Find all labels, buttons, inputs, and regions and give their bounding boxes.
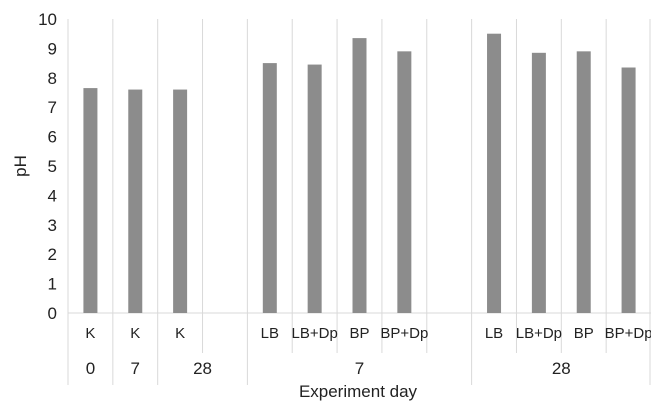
- y-tick-label: 9: [48, 39, 57, 58]
- y-tick-label: 1: [48, 275, 57, 294]
- group-label: 7: [355, 359, 364, 378]
- bar: [307, 64, 322, 313]
- group-label: 7: [131, 359, 140, 378]
- y-tick-label: 7: [48, 98, 57, 117]
- category-label: LB+Dp: [292, 325, 338, 342]
- bar: [531, 52, 546, 314]
- y-tick-label: 2: [48, 245, 57, 264]
- bar: [576, 51, 591, 314]
- bar: [621, 67, 636, 313]
- category-label: K: [175, 325, 185, 342]
- bar: [128, 89, 143, 313]
- group-label: 28: [552, 359, 571, 378]
- y-tick-label: 3: [48, 216, 57, 235]
- y-tick-label: 0: [48, 304, 57, 323]
- category-label: K: [85, 325, 95, 342]
- category-label: LB: [485, 325, 503, 342]
- y-tick-label: 5: [48, 157, 57, 176]
- y-tick-label: 10: [38, 10, 57, 29]
- y-tick-label: 6: [48, 128, 57, 147]
- category-label: BP: [349, 325, 369, 342]
- category-label: LB+Dp: [516, 325, 562, 342]
- category-labels: K K K LB LB+Dp BP BP+Dp LB LB+Dp BP BP+Dp: [85, 325, 651, 342]
- category-label: K: [130, 325, 140, 342]
- x-axis-title: Experiment day: [299, 382, 418, 401]
- bar: [173, 89, 188, 313]
- group-labels: 0 7 28 7 28: [86, 359, 571, 378]
- y-axis-ticks: 0 1 2 3 4 5 6 7 8 9 10: [38, 10, 57, 323]
- bar: [397, 51, 412, 314]
- bar: [352, 38, 367, 314]
- group-label: 0: [86, 359, 95, 378]
- y-axis-title: pH: [11, 155, 30, 177]
- category-label: LB: [261, 325, 279, 342]
- bar: [83, 88, 98, 313]
- y-tick-label: 4: [48, 186, 57, 205]
- group-label: 28: [193, 359, 212, 378]
- category-label: BP: [574, 325, 594, 342]
- category-label: BP+Dp: [380, 325, 428, 342]
- bar: [487, 33, 502, 313]
- grid-lines: [67, 19, 651, 385]
- bar: [262, 63, 277, 313]
- y-tick-label: 8: [48, 69, 57, 88]
- bars: [83, 33, 636, 314]
- category-label: BP+Dp: [605, 325, 651, 342]
